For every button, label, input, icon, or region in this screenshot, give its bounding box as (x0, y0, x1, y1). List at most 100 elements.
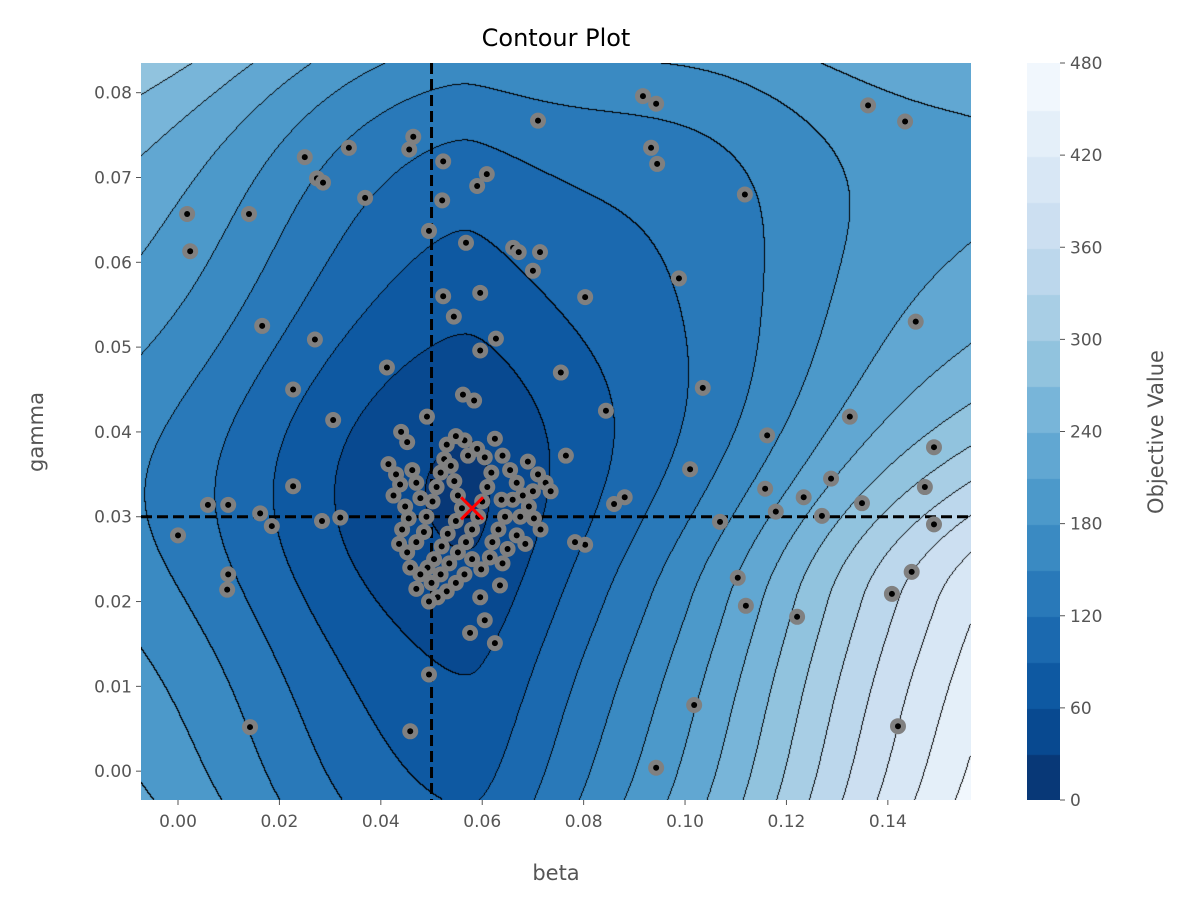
trial-point (182, 243, 199, 260)
trial-point (903, 563, 920, 580)
trial-point-center (477, 347, 484, 354)
trial-point-center (491, 435, 498, 442)
trial-point-center (187, 248, 194, 255)
trial-point (252, 505, 269, 522)
trial-point-center (440, 158, 447, 165)
y-tick-label: 0.01 (94, 677, 132, 697)
trial-point-center (474, 445, 481, 452)
trial-point-center (491, 640, 498, 647)
trial-point-center (522, 540, 529, 547)
trial-point (399, 434, 416, 451)
trial-point (219, 581, 236, 598)
trial-point-center (828, 475, 835, 482)
trial-point-center (611, 501, 618, 508)
trial-point (418, 508, 435, 525)
trial-point (483, 464, 500, 481)
trial-point-center (407, 728, 414, 735)
trial-point-center (175, 532, 182, 539)
trial-point-center (477, 594, 484, 601)
trial-point-center (653, 100, 660, 107)
trial-point-center (458, 505, 465, 512)
y-tick-label: 0.04 (94, 423, 132, 443)
trial-point-center (502, 513, 509, 520)
trial-point (759, 427, 776, 444)
trial-point (435, 288, 452, 305)
trial-point (340, 139, 357, 156)
trial-point (458, 534, 475, 551)
trial-point (424, 493, 441, 510)
colorbar-tick-label: 0 (1070, 791, 1081, 811)
trial-point-center (465, 452, 472, 459)
trial-point-center (741, 191, 748, 198)
trial-point-center (481, 617, 488, 624)
colorbar-tick-label: 180 (1070, 515, 1102, 535)
trial-point (254, 317, 271, 334)
trial-point (517, 535, 534, 552)
trial-point (795, 489, 812, 506)
trial-point (757, 480, 774, 497)
x-tick-label: 0.02 (260, 812, 298, 832)
trial-point-center (537, 249, 544, 256)
trial-point-center (477, 289, 484, 296)
trial-point-center (450, 313, 457, 320)
trial-point (458, 234, 475, 251)
trial-point-center (818, 512, 825, 519)
trial-point-center (535, 117, 542, 124)
trial-point (420, 222, 437, 239)
trial-point-center (495, 526, 502, 533)
colorbar-tick-label: 120 (1070, 607, 1102, 627)
trial-point (670, 270, 687, 287)
trial-point (823, 470, 840, 487)
trial-point-center (921, 484, 928, 491)
colorbar-tick-label: 420 (1070, 146, 1102, 166)
trial-point (438, 436, 455, 453)
trial-point (813, 507, 830, 524)
trial-point-center (602, 407, 609, 414)
trial-point (240, 205, 257, 222)
y-tick-label: 0.00 (94, 762, 132, 782)
trial-point-center (423, 513, 430, 520)
trial-point (481, 549, 498, 566)
trial-point-center (362, 194, 369, 201)
trial-point-center (467, 629, 474, 636)
trial-point (332, 509, 349, 526)
trial-point-center (865, 102, 872, 109)
trial-point (402, 559, 419, 576)
y-tick-label: 0.08 (94, 84, 132, 104)
trial-point (897, 113, 914, 130)
trial-point (484, 534, 501, 551)
trial-point-center (459, 391, 466, 398)
trial-point-center (225, 571, 232, 578)
colorbar-label: Objective Value (1144, 350, 1168, 514)
trial-point-center (762, 485, 769, 492)
y-axis-label: gamma (24, 392, 48, 472)
trial-point-center (413, 585, 420, 592)
trial-point (682, 461, 699, 478)
trial-point (502, 462, 519, 479)
trial-point-center (691, 702, 698, 709)
trial-point-center (259, 322, 266, 329)
trial-point-center (385, 461, 392, 468)
best-point-cross-b (460, 496, 485, 521)
trial-point (649, 155, 666, 172)
trial-point (263, 518, 280, 535)
trial-point-center (517, 513, 524, 520)
trial-point (530, 466, 547, 483)
trial-point (420, 666, 437, 683)
trial-point (476, 612, 493, 629)
trial-point (472, 589, 489, 606)
trial-point (508, 474, 525, 491)
trial-point-center (492, 335, 499, 342)
trial-point-center (654, 160, 661, 167)
trial-point-center (908, 568, 915, 575)
trial-point (736, 186, 753, 203)
trial-point-center (513, 532, 520, 539)
trial-point-center (268, 523, 275, 530)
trial-point-center (443, 588, 450, 595)
trial-point (925, 516, 942, 533)
trial-point (445, 308, 462, 325)
trial-point-center (425, 671, 432, 678)
trial-point-center (639, 93, 646, 100)
trial-point-center (319, 517, 326, 524)
